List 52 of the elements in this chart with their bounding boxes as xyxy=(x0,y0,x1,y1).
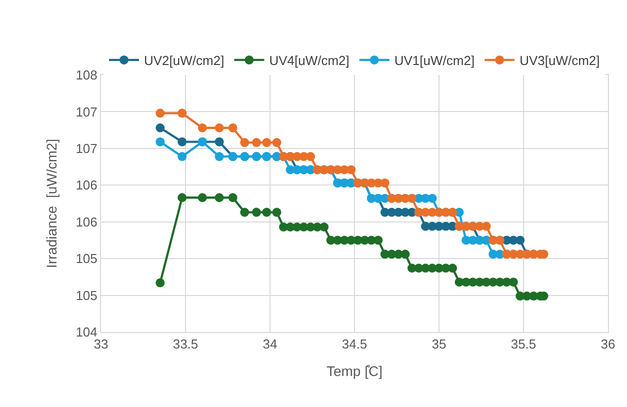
point xyxy=(156,137,165,146)
y-tick-label: 108 xyxy=(76,68,98,83)
legend-label: UV4[uW/cm2] xyxy=(269,53,350,68)
point xyxy=(448,264,458,273)
point xyxy=(156,278,165,288)
point xyxy=(178,108,187,118)
legend-label: UV1[uW/cm2] xyxy=(394,53,475,68)
point xyxy=(156,123,165,132)
point xyxy=(320,222,329,232)
point xyxy=(178,193,187,202)
point xyxy=(214,193,224,202)
point xyxy=(198,193,207,202)
point xyxy=(374,236,383,245)
legend-label: UV2[uW/cm2] xyxy=(144,53,224,68)
y-tick-label: 107 xyxy=(76,104,98,120)
point xyxy=(178,152,187,162)
point xyxy=(272,138,282,148)
x-tick-label: 35.5 xyxy=(510,336,536,352)
y-tick-label: 105 xyxy=(76,288,98,303)
point xyxy=(482,222,491,231)
point xyxy=(262,138,272,148)
point xyxy=(214,152,224,162)
point xyxy=(198,123,207,132)
point xyxy=(428,194,437,203)
point xyxy=(252,138,261,148)
point xyxy=(272,208,282,217)
point xyxy=(240,208,250,217)
point xyxy=(252,208,261,217)
y-tick-label: 107 xyxy=(76,140,98,156)
legend-label: UV3[uW/cm2] xyxy=(520,53,600,68)
point xyxy=(178,137,187,146)
point xyxy=(214,123,224,132)
y-axis-title: Irradiance [uW/cm2] xyxy=(43,138,60,268)
point xyxy=(400,250,410,259)
y-tick-label: 106 xyxy=(76,214,98,230)
point xyxy=(262,208,272,217)
point xyxy=(228,193,238,202)
point xyxy=(156,108,165,118)
point xyxy=(228,123,238,132)
y-tick-label: 106 xyxy=(76,178,98,193)
x-tick-label: 34.5 xyxy=(342,336,368,352)
point xyxy=(346,165,356,174)
point xyxy=(240,138,250,148)
x-tick-label: 33.5 xyxy=(172,336,198,352)
x-tick-label: 35 xyxy=(432,336,446,352)
x-axis-title: Temp [̊C] xyxy=(326,362,383,379)
point xyxy=(516,236,525,245)
y-tick-label: 105 xyxy=(76,251,98,266)
x-tick-label: 34 xyxy=(262,336,278,352)
point xyxy=(214,137,224,146)
x-tick-label: 36 xyxy=(600,336,616,352)
point xyxy=(306,152,316,162)
